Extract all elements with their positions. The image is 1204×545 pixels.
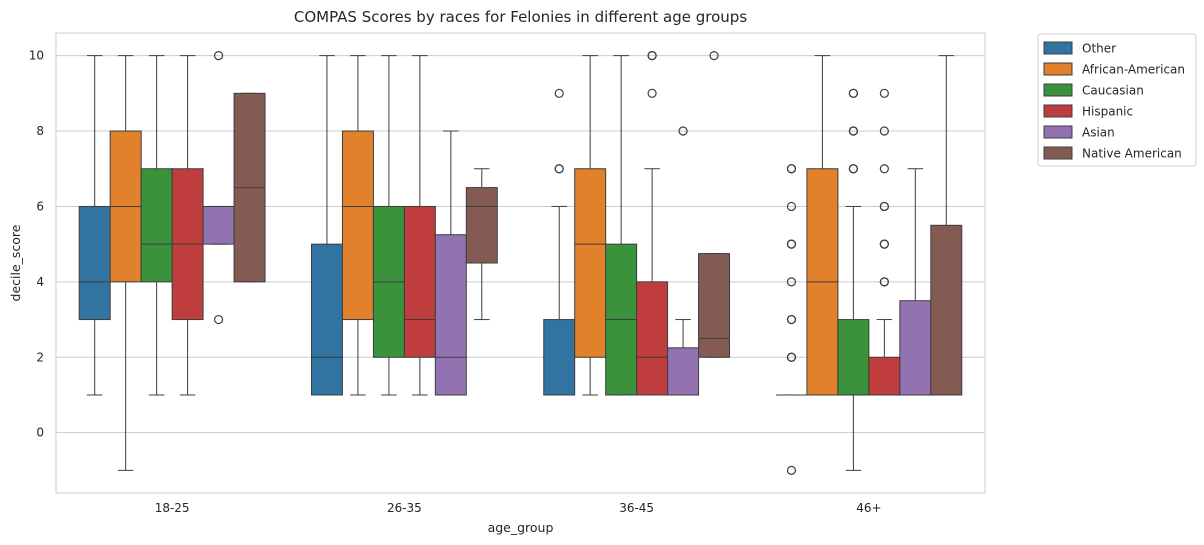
legend: Other African-American Caucasian Hispanic As…	[1037, 33, 1197, 167]
legend-label: Asian	[1082, 126, 1115, 140]
legend-swatch	[1043, 83, 1073, 97]
box-group	[868, 88, 901, 396]
legend-frame	[1037, 33, 1197, 167]
boxes	[78, 51, 963, 475]
outlier-point	[786, 465, 797, 475]
box-group	[372, 55, 405, 396]
outlier-point	[647, 51, 657, 61]
outlier-point	[879, 239, 889, 249]
outlier-point	[554, 164, 564, 174]
box	[341, 130, 374, 321]
box-group	[930, 55, 963, 396]
y-axis-label: decile_score	[8, 224, 23, 301]
y-tick-label: 2	[36, 350, 44, 364]
box-group	[605, 55, 638, 396]
x-tick-label: 26-35	[387, 501, 422, 515]
box-group	[465, 168, 498, 321]
box-group	[667, 126, 700, 396]
box-group	[899, 168, 932, 396]
legend-swatch	[1043, 104, 1073, 118]
outlier-point	[786, 201, 797, 212]
box-group	[698, 51, 731, 358]
outlier-point	[786, 164, 797, 174]
box-group	[543, 88, 576, 396]
legend-label: Native American	[1082, 147, 1182, 161]
chart-title: COMPAS Scores by races for Felonies in d…	[294, 8, 747, 26]
box	[465, 187, 498, 264]
box	[403, 205, 436, 358]
x-axis-label: age_group	[488, 520, 554, 535]
box	[636, 281, 669, 396]
box-group	[171, 55, 204, 396]
box	[140, 168, 173, 283]
box	[837, 319, 870, 396]
x-tick-label: 36-45	[619, 501, 654, 515]
box-group	[806, 55, 839, 396]
box-group	[78, 55, 111, 396]
box	[698, 253, 731, 358]
box-group	[341, 55, 374, 396]
outlier-point	[786, 314, 797, 325]
outlier-point	[786, 239, 797, 249]
outlier-point	[848, 88, 858, 98]
y-tick-label: 6	[36, 199, 44, 213]
legend-label: African-American	[1082, 63, 1185, 77]
x-tick-label: 18-25	[155, 501, 190, 515]
outlier-point	[879, 88, 889, 98]
box	[78, 205, 111, 321]
outlier-point	[848, 164, 858, 174]
y-tick-label: 0	[36, 426, 44, 440]
box-group	[636, 51, 669, 396]
x-tick-labels: 18-25 26-35 36-45 46+	[155, 501, 882, 515]
box	[202, 205, 235, 245]
box-group	[574, 55, 607, 396]
outlier-point	[879, 126, 889, 136]
legend-swatch	[1043, 62, 1073, 76]
legend-label: Hispanic	[1082, 105, 1133, 119]
outlier-point	[786, 277, 797, 287]
outlier-point	[786, 352, 797, 362]
outlier-point	[879, 277, 889, 287]
outlier-point	[709, 51, 719, 61]
box	[310, 243, 343, 396]
legend-swatch	[1043, 41, 1073, 55]
y-tick-label: 4	[36, 275, 44, 289]
box	[868, 356, 901, 396]
box-group	[233, 92, 266, 283]
box-group	[403, 55, 436, 396]
outlier-point	[213, 314, 224, 325]
box	[574, 168, 607, 358]
box-group	[837, 88, 870, 471]
box	[543, 319, 576, 396]
box-group	[775, 164, 807, 475]
legend-label: Caucasian	[1082, 84, 1144, 98]
x-tick-label: 46+	[856, 501, 881, 515]
legend-swatch	[1043, 146, 1073, 160]
outlier-point	[879, 164, 889, 174]
plot-frame	[55, 32, 986, 494]
outlier-point	[678, 126, 688, 136]
outlier-point	[879, 201, 889, 212]
box-group	[202, 51, 235, 325]
box	[930, 224, 963, 396]
outlier-point	[213, 51, 224, 61]
outlier-point	[848, 126, 858, 136]
box	[899, 300, 932, 396]
box	[434, 234, 467, 396]
legend-label: Other	[1082, 42, 1116, 56]
y-tick-labels: 0 2 4 6 8 10	[29, 49, 44, 440]
y-tick-label: 10	[29, 49, 44, 63]
box-group	[310, 55, 343, 396]
outlier-point	[647, 88, 657, 98]
box-group	[434, 130, 467, 396]
y-tick-label: 8	[36, 124, 44, 138]
legend-swatch	[1043, 125, 1073, 139]
outlier-point	[554, 88, 564, 98]
box	[667, 347, 700, 396]
